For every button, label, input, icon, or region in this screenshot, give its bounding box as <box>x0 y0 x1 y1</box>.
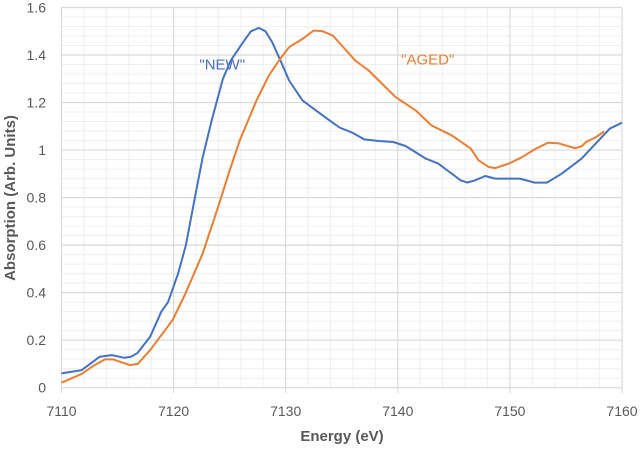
x-axis-title: Energy (eV) <box>300 428 383 445</box>
series-lines <box>61 26 623 384</box>
y-tick-label: 0.4 <box>27 285 47 301</box>
x-tick-label: 7120 <box>158 403 189 419</box>
x-tick-labels: 7110 7120 7130 7140 7150 7160 <box>46 403 637 419</box>
x-tick-label: 7160 <box>606 403 637 419</box>
y-tick-label: 0.6 <box>27 237 47 253</box>
y-tick-label: 0.8 <box>27 190 47 206</box>
y-tick-label: 1.4 <box>27 47 47 63</box>
x-tick-label: 7140 <box>382 403 413 419</box>
annotation-new: "NEW" <box>199 56 245 73</box>
series-line-aged <box>61 29 605 384</box>
series-line-new <box>61 26 623 375</box>
y-tick-label: 0 <box>38 380 46 396</box>
x-tick-label: 7150 <box>494 403 525 419</box>
y-tick-label: 0.2 <box>27 332 47 348</box>
y-tick-label: 1.2 <box>27 95 47 111</box>
x-tick-label: 7130 <box>270 403 301 419</box>
major-grid <box>60 6 623 393</box>
x-tick-label: 7110 <box>46 403 76 419</box>
y-tick-label: 1.6 <box>27 0 47 16</box>
annotation-aged: "AGED" <box>401 52 454 69</box>
y-tick-labels: 0 0.2 0.4 0.6 0.8 1 1.2 1.4 1.6 <box>27 0 47 396</box>
y-axis-title: Absorption (Arb. Units) <box>2 115 19 281</box>
annotations: "NEW" "AGED" <box>199 52 454 74</box>
y-tick-label: 1 <box>38 142 46 158</box>
